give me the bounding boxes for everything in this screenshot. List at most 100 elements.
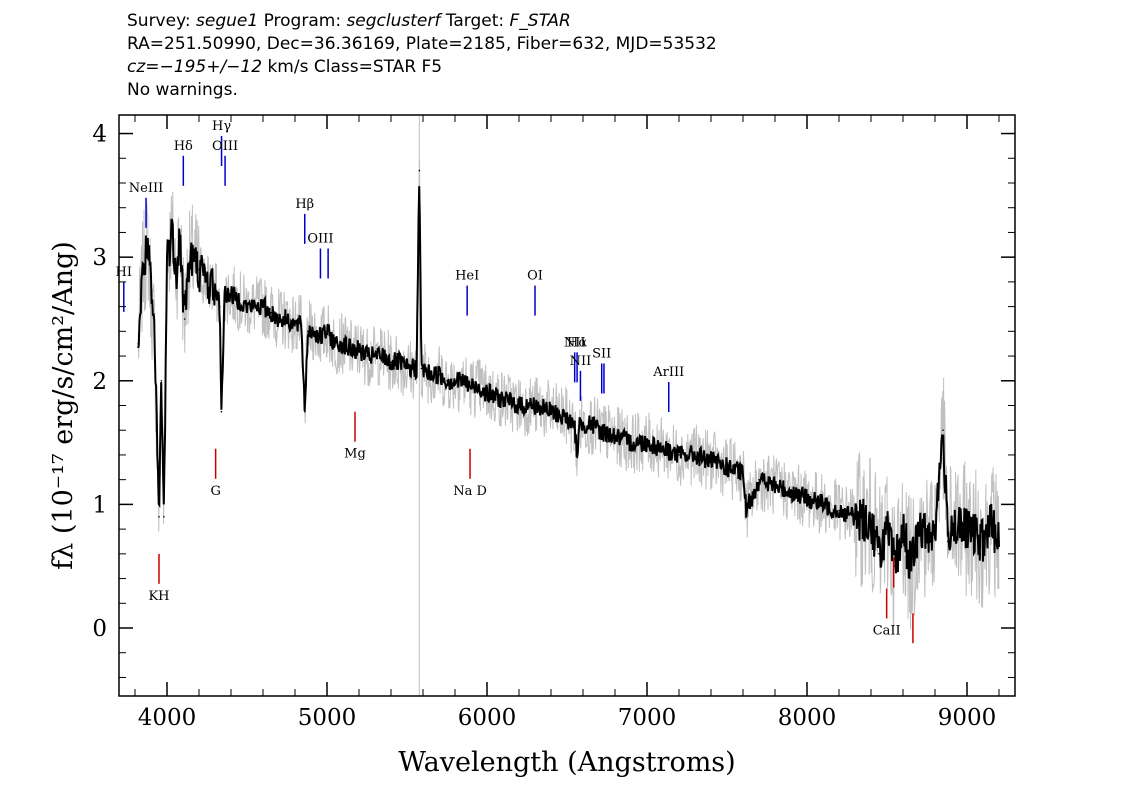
flux-point: [254, 305, 256, 308]
flux-point: [223, 293, 226, 296]
flux-layer: [137, 169, 1000, 580]
x-axis-title: Wavelength (Angstroms): [398, 747, 735, 778]
flux-point: [470, 386, 472, 388]
flux-point: [220, 410, 223, 413]
flux-point: [918, 528, 920, 530]
flux-point: [454, 380, 456, 382]
flux-point: [742, 472, 744, 475]
flux-point: [982, 540, 984, 543]
flux-point: [278, 318, 280, 320]
program-label: Program:: [258, 11, 347, 31]
line-label-7: HeI: [455, 269, 479, 284]
flux-point: [238, 299, 240, 302]
spectrum-header: Survey: segue1 Program: segclusterf Targ…: [127, 10, 717, 102]
flux-point: [646, 441, 648, 444]
flux-point: [662, 448, 664, 450]
flux-point: [502, 398, 504, 401]
flux-point: [598, 429, 600, 432]
line-label-18: Mg: [344, 447, 366, 462]
flux-point: [390, 361, 392, 364]
flux-point: [806, 497, 808, 500]
x-tick-label: 4000: [138, 705, 197, 731]
flux-point: [576, 454, 578, 456]
flux-point: [420, 367, 423, 370]
line-label-17: G: [210, 484, 220, 499]
flux-point: [147, 244, 149, 246]
header-line-2: RA=251.50990, Dec=36.36169, Plate=2185, …: [127, 34, 717, 54]
flux-point: [998, 540, 1000, 543]
line-label-9: NII: [564, 335, 586, 350]
flux-point: [950, 522, 952, 524]
header-line-4: No warnings.: [127, 80, 238, 100]
line-label-12: SII: [592, 346, 611, 361]
flux-point: [294, 324, 296, 326]
flux-point: [418, 169, 421, 172]
flux-trace: [137, 186, 1000, 580]
flux-point: [462, 380, 464, 382]
flux-point: [326, 330, 328, 333]
line-label-0: NeIII: [129, 181, 163, 196]
flux-point: [304, 410, 306, 413]
line-label-11: NII: [570, 354, 592, 369]
flux-point: [726, 466, 728, 469]
line-label-16: KH: [148, 589, 169, 604]
flux-point: [142, 268, 144, 271]
line-label-19: Na D: [453, 484, 487, 499]
flux-point: [910, 565, 912, 567]
survey-label: Survey:: [127, 11, 197, 31]
flux-point: [630, 441, 632, 444]
flux-point: [430, 373, 432, 376]
flux-point: [153, 330, 155, 333]
flux-point: [590, 423, 592, 425]
error-band: [137, 115, 1000, 696]
flux-point: [137, 342, 139, 345]
flux-point: [406, 367, 408, 370]
flux-point: [270, 312, 272, 314]
flux-point: [446, 380, 448, 382]
line-label-10: Hα: [567, 335, 587, 350]
flux-point: [710, 460, 712, 462]
y-tick-label: 2: [92, 369, 107, 395]
flux-point: [934, 528, 936, 530]
error-trace: [137, 158, 1000, 630]
survey-value: segue1: [196, 11, 259, 31]
flux-point: [838, 509, 840, 512]
x-tick-label: 9000: [938, 705, 997, 731]
flux-point: [334, 342, 336, 345]
flux-point: [350, 349, 352, 351]
y-tick-label: 3: [92, 245, 107, 271]
flux-point: [206, 281, 208, 283]
flux-point: [678, 454, 680, 456]
target-value: F_STAR: [509, 11, 571, 31]
flux-point: [854, 516, 856, 518]
flux-point: [566, 417, 568, 419]
flux-point: [694, 454, 696, 456]
line-label-5: OIII: [307, 232, 333, 247]
flux-point: [382, 355, 384, 357]
flux-point: [745, 509, 747, 512]
flux-point: [191, 256, 194, 259]
flux-point: [214, 287, 216, 289]
class-text: km/s Class=STAR F5: [262, 57, 443, 77]
line-label-14: ArIII: [652, 365, 684, 380]
y-tick-label: 4: [92, 122, 107, 148]
x-tick-label: 8000: [778, 705, 837, 731]
flux-point: [262, 305, 264, 308]
line-label-1: Hδ: [174, 139, 193, 154]
flux-point: [366, 355, 368, 357]
flux-point: [574, 429, 576, 432]
header-line-3: cz=−195+/−12 km/s Class=STAR F5: [127, 56, 717, 79]
flux-point: [486, 392, 488, 394]
redshift-value: cz=−195+/−12: [127, 57, 263, 77]
flux-point: [926, 534, 928, 537]
flux-point: [878, 553, 880, 555]
flux-point: [398, 361, 400, 364]
target-label: Target:: [440, 11, 510, 31]
flux-point: [319, 336, 322, 339]
line-label-15: HI: [116, 265, 132, 280]
flux-point: [166, 256, 168, 259]
flux-point: [163, 516, 165, 518]
flux-point: [246, 305, 248, 308]
header-line-1: Survey: segue1 Program: segclusterf Targ…: [127, 10, 717, 33]
